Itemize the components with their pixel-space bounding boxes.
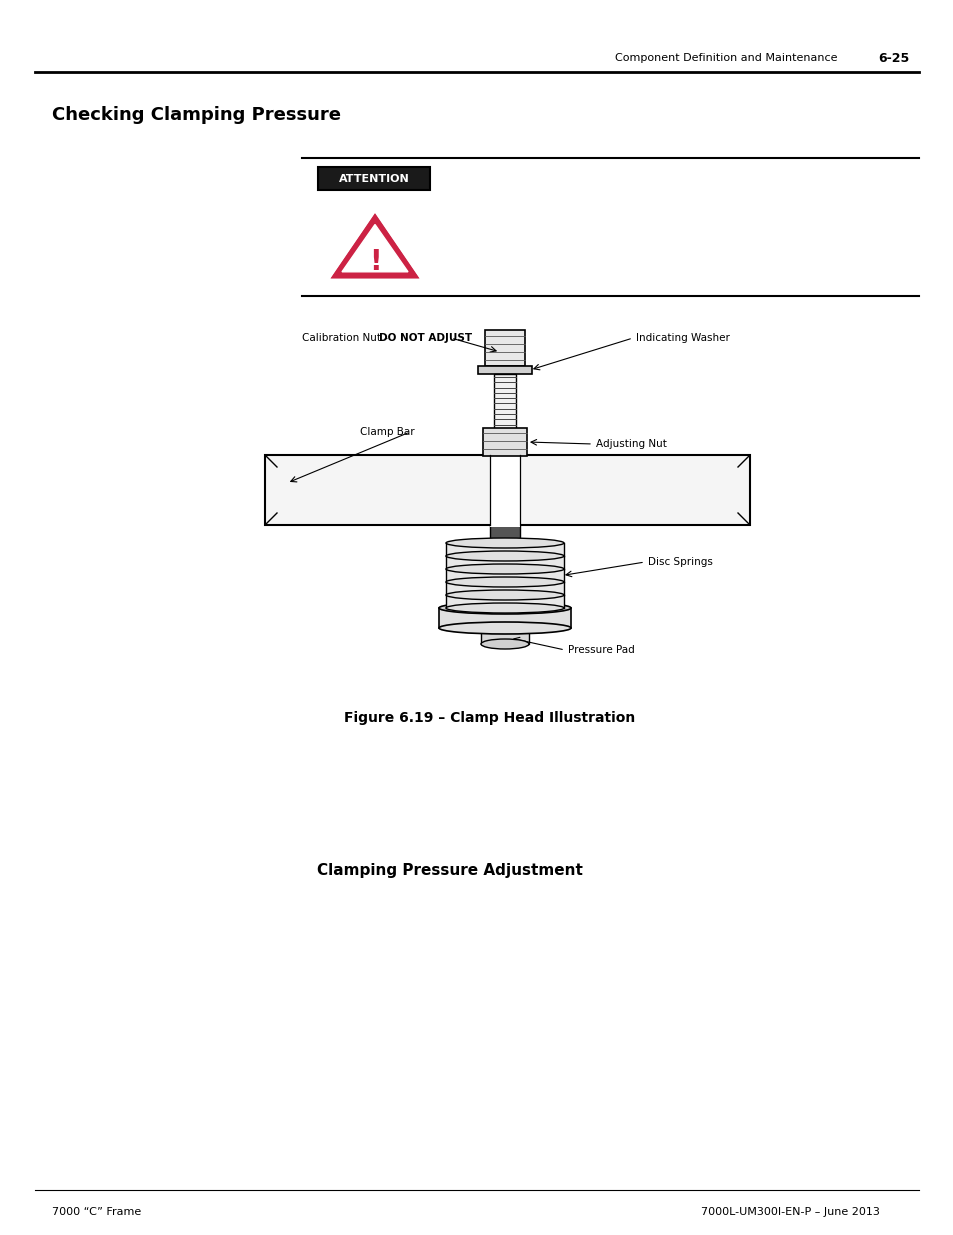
Text: !: ! xyxy=(368,248,381,275)
Text: Pressure Pad: Pressure Pad xyxy=(567,645,634,655)
FancyBboxPatch shape xyxy=(490,453,519,527)
FancyBboxPatch shape xyxy=(482,429,526,456)
Polygon shape xyxy=(341,225,408,272)
FancyBboxPatch shape xyxy=(317,167,430,190)
FancyBboxPatch shape xyxy=(446,569,563,582)
Text: Adjusting Nut: Adjusting Nut xyxy=(596,438,666,450)
Ellipse shape xyxy=(446,603,563,613)
Text: Clamping Pressure Adjustment: Clamping Pressure Adjustment xyxy=(316,862,582,878)
Ellipse shape xyxy=(446,551,563,561)
Text: Disc Springs: Disc Springs xyxy=(647,557,712,567)
FancyBboxPatch shape xyxy=(438,608,571,629)
Ellipse shape xyxy=(438,601,571,614)
FancyBboxPatch shape xyxy=(477,366,532,374)
Text: Figure 6.19 – Clamp Head Illustration: Figure 6.19 – Clamp Head Illustration xyxy=(344,711,635,725)
Ellipse shape xyxy=(446,590,563,600)
Ellipse shape xyxy=(480,638,529,650)
Text: DO NOT ADJUST: DO NOT ADJUST xyxy=(378,333,472,343)
FancyBboxPatch shape xyxy=(490,525,519,543)
Text: Checking Clamping Pressure: Checking Clamping Pressure xyxy=(52,106,340,124)
Text: 7000L-UM300I-EN-P – June 2013: 7000L-UM300I-EN-P – June 2013 xyxy=(700,1207,879,1216)
FancyBboxPatch shape xyxy=(494,374,516,475)
FancyBboxPatch shape xyxy=(446,582,563,595)
Text: Component Definition and Maintenance: Component Definition and Maintenance xyxy=(615,53,837,63)
Text: Indicating Washer: Indicating Washer xyxy=(636,333,729,343)
Text: Calibration Nut -: Calibration Nut - xyxy=(302,333,391,343)
Ellipse shape xyxy=(446,564,563,574)
Text: 6-25: 6-25 xyxy=(878,52,909,64)
FancyBboxPatch shape xyxy=(484,330,524,366)
FancyBboxPatch shape xyxy=(480,629,529,643)
FancyBboxPatch shape xyxy=(446,595,563,608)
Text: ATTENTION: ATTENTION xyxy=(338,173,409,184)
FancyBboxPatch shape xyxy=(446,556,563,569)
Text: 7000 “C” Frame: 7000 “C” Frame xyxy=(52,1207,141,1216)
FancyBboxPatch shape xyxy=(265,454,749,525)
Ellipse shape xyxy=(446,538,563,548)
Ellipse shape xyxy=(446,577,563,587)
Text: Clamp Bar: Clamp Bar xyxy=(359,427,415,437)
FancyBboxPatch shape xyxy=(446,543,563,556)
Ellipse shape xyxy=(438,622,571,634)
Polygon shape xyxy=(334,216,416,277)
